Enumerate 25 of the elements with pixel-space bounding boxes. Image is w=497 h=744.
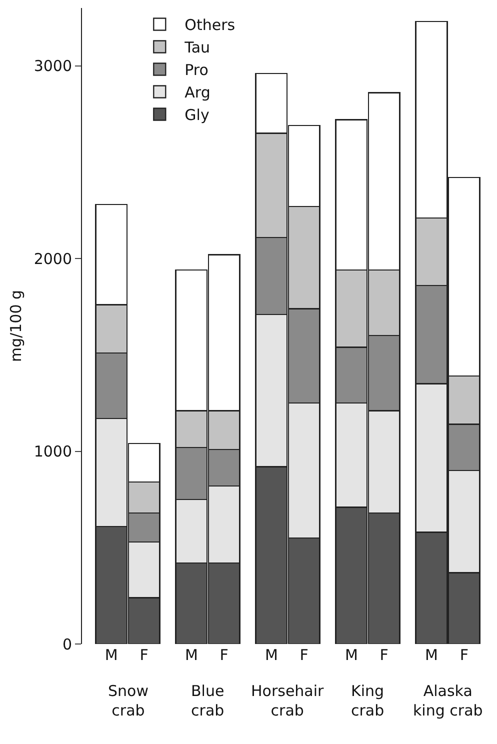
text: Horsehair crab — [251, 682, 325, 720]
legend-label: Others — [184, 16, 236, 34]
x-tick-label: F — [140, 646, 148, 664]
y-tick-label: 2000 — [34, 250, 72, 268]
y-tick-label: 1000 — [34, 442, 72, 461]
x-tick-label: M — [344, 646, 358, 664]
y-tick-label: 0 — [62, 635, 72, 654]
x-tick-label: M — [425, 646, 438, 664]
x-tick-label: M — [184, 646, 198, 664]
legend-label: Gly — [184, 106, 210, 124]
text: King crab — [351, 682, 384, 720]
legend-label: Arg — [184, 84, 210, 102]
text: Blue crab — [191, 682, 224, 720]
text: Alaska king crab — [413, 682, 483, 720]
y-tick-label: 3000 — [34, 57, 72, 76]
legend-label: Pro — [184, 61, 208, 80]
text: Snow crab — [108, 682, 148, 720]
legend-label: Tau — [184, 38, 210, 57]
y-axis-title: mg/100 g — [7, 290, 26, 362]
x-tick-label: F — [460, 646, 468, 664]
x-tick-label: F — [300, 646, 308, 664]
x-tick-label: M — [264, 646, 278, 664]
x-tick-label: F — [380, 646, 388, 664]
x-tick-label: M — [104, 646, 118, 664]
x-tick-label: F — [220, 646, 228, 664]
